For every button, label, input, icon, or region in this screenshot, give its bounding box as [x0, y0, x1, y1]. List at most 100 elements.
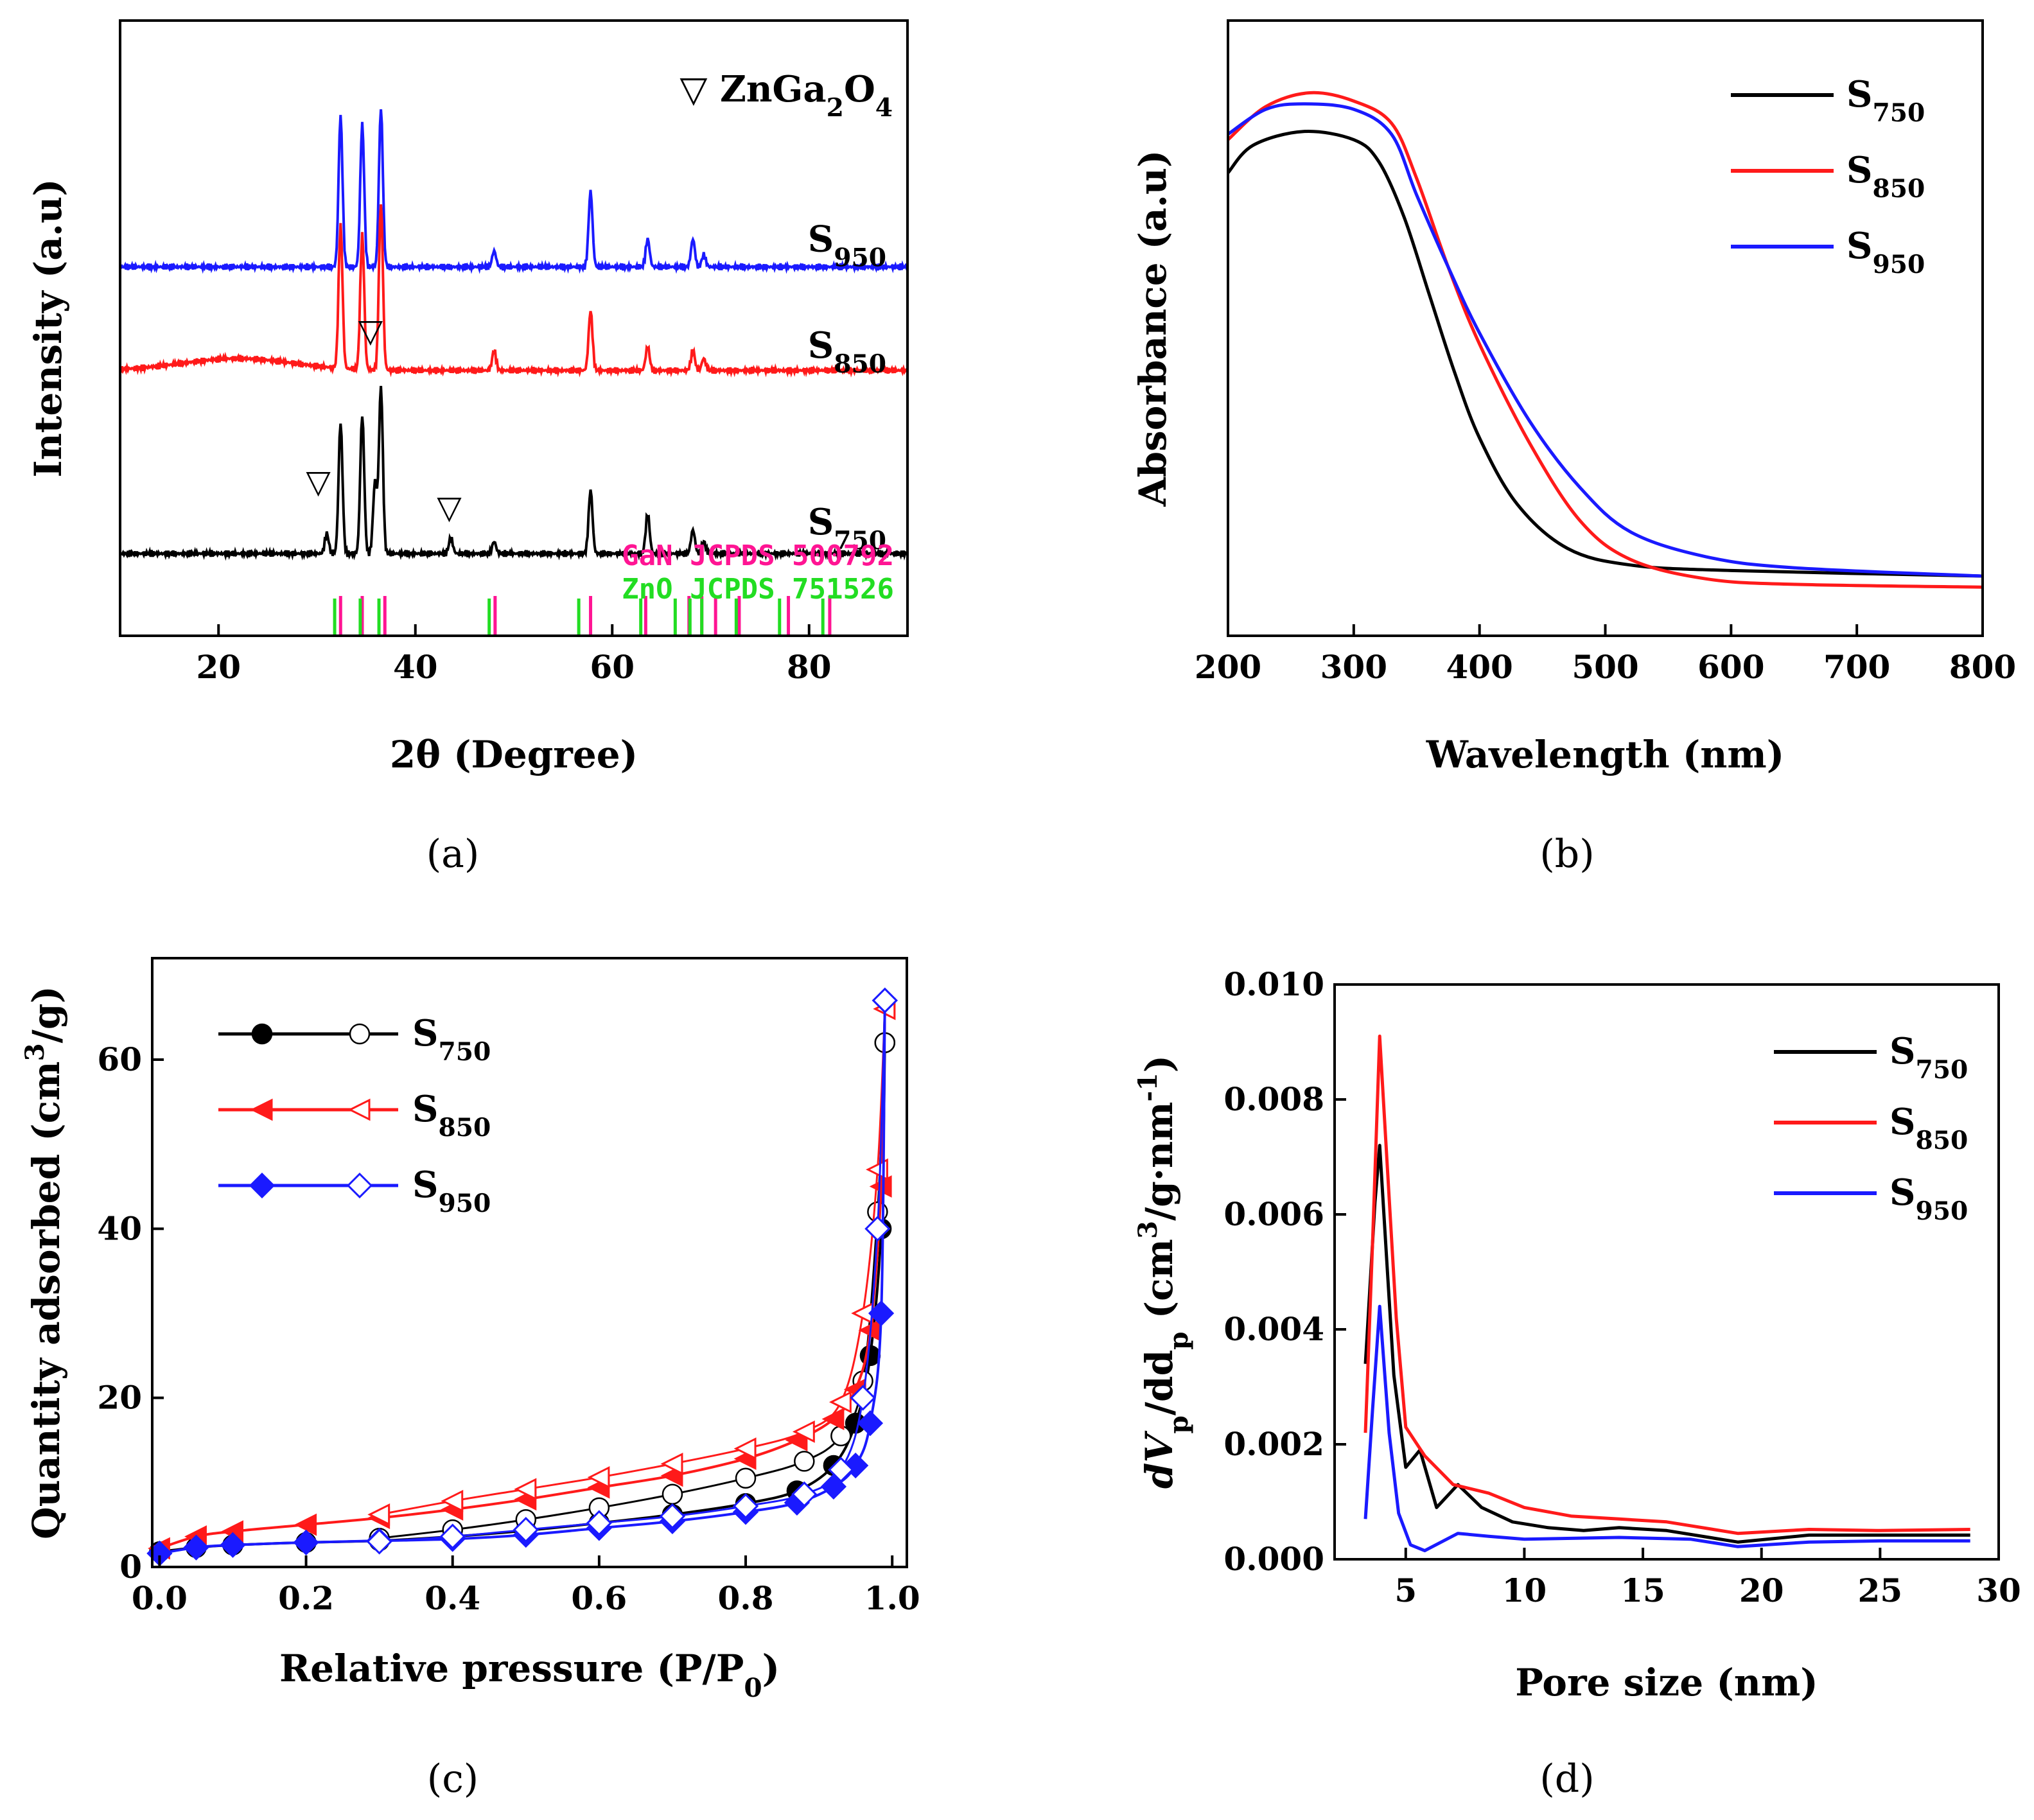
x-tick-label: 0.8: [718, 1579, 774, 1617]
reference-label: GaN JCPDS 500792: [622, 539, 894, 572]
x-tick-label: 0.0: [132, 1579, 188, 1617]
y-tick-label: 0.004: [1223, 1310, 1324, 1348]
x-tick-label: 600: [1697, 648, 1764, 686]
legend-label: S750: [412, 1012, 491, 1067]
data-point: [251, 1023, 273, 1045]
y-axis-title: Absorbance (a.u): [1131, 150, 1175, 507]
x-tick-label: 10: [1502, 1571, 1547, 1609]
y-tick-label: 20: [97, 1379, 142, 1417]
panel-b-absorbance: S750 S850 S950 200 300 400 500 600 700 800 Wavelen…: [1131, 19, 2016, 877]
data-point: [250, 1098, 273, 1121]
x-tick-label: 15: [1620, 1571, 1665, 1609]
x-tick-label: 300: [1320, 648, 1387, 686]
znga2o4-marker: ▽: [358, 311, 383, 349]
adsorption-line: [159, 1008, 886, 1550]
y-tick-label: 0.008: [1223, 1080, 1324, 1118]
data-point: [294, 1513, 317, 1536]
data-point: [293, 1529, 319, 1555]
data-point: [220, 1532, 246, 1558]
series-label: S950: [808, 218, 886, 273]
x-tick-label: 30: [1976, 1571, 2021, 1609]
data-point: [367, 1503, 390, 1526]
data-point: [586, 1510, 612, 1536]
x-tick-label: 60: [590, 648, 635, 686]
data-point: [439, 1523, 466, 1550]
panel-label: (d): [1539, 1756, 1594, 1801]
x-tick-label: 0.4: [425, 1579, 480, 1617]
x-tick-label: 700: [1823, 648, 1890, 686]
x-tick-label: 80: [787, 648, 832, 686]
data-point: [830, 1425, 852, 1447]
data-point: [659, 1503, 686, 1530]
y-tick-label: 60: [97, 1040, 142, 1078]
panel-label: (a): [426, 832, 480, 877]
legend-label: S950: [1889, 1171, 1968, 1226]
pore-distribution-line: [1363, 1144, 1970, 1544]
desorption-line: [379, 1008, 886, 1516]
y-tick-label: 40: [97, 1209, 142, 1247]
y-tick-label: 0.002: [1223, 1425, 1324, 1463]
plot-frame: [119, 19, 909, 637]
y-tick-label: 0: [119, 1548, 142, 1586]
y-axis-title: Intensity (a.u): [26, 179, 70, 477]
data-point: [660, 1452, 683, 1475]
x-tick-label: 1.0: [864, 1579, 920, 1617]
x-axis-title: Wavelength (nm): [1426, 733, 1785, 776]
data-point: [347, 1098, 371, 1121]
xrd-series-line: [119, 204, 909, 378]
data-point: [346, 1172, 373, 1199]
reference-label: ZnO JCPDS 751526: [622, 573, 894, 606]
series-label: S750: [808, 501, 886, 556]
data-point: [735, 1467, 757, 1489]
data-point: [857, 1410, 884, 1437]
legend-label: S750: [1889, 1030, 1968, 1085]
legend-label: S850: [412, 1088, 491, 1142]
x-axis-title: Pore size (nm): [1515, 1661, 1818, 1704]
data-point: [366, 1528, 392, 1555]
absorbance-line: [1227, 91, 1983, 589]
legend-label: S950: [412, 1164, 491, 1218]
x-tick-label: 25: [1858, 1571, 1903, 1609]
znga2o4-marker: ▽: [306, 462, 331, 500]
panel-a-xrd: S950 S850 S750 ▽ ZnGa2O4 ▽ ▽ ▽ GaN JCPDS 500792…: [26, 19, 909, 877]
x-tick-label: 500: [1572, 648, 1638, 686]
data-point: [662, 1483, 683, 1505]
y-axis-title: dVp/ddp (cm3/g·nm-1): [1132, 1055, 1194, 1489]
data-point: [349, 1023, 371, 1045]
data-point: [864, 1216, 891, 1242]
adsorption-line: [159, 1042, 886, 1553]
data-point: [850, 1385, 876, 1411]
legend-label: S850: [1889, 1101, 1968, 1155]
x-tick-label: 200: [1195, 648, 1261, 686]
x-tick-label: 0.6: [571, 1579, 627, 1617]
data-point: [794, 1451, 815, 1472]
pore-distribution-line: [1363, 1304, 1970, 1553]
x-tick-label: 40: [393, 648, 438, 686]
data-point: [587, 1466, 610, 1489]
data-point: [249, 1172, 276, 1199]
data-point: [183, 1534, 209, 1561]
x-tick-label: 400: [1446, 648, 1512, 686]
panel-c-isotherms: S750 S850 S950 0.0 0.2 0.4 0.6 0.8 1.0 0 20 40 60 Rel…: [19, 957, 920, 1801]
data-point: [868, 1300, 895, 1327]
x-tick-label: 20: [1739, 1571, 1784, 1609]
xrd-series-line: [119, 385, 909, 561]
data-point: [829, 1390, 852, 1413]
desorption-line: [379, 1042, 886, 1539]
data-point: [869, 1175, 892, 1198]
x-tick-label: 0.2: [278, 1579, 334, 1617]
data-point: [733, 1437, 757, 1460]
x-axis-title: 2θ (Degree): [390, 733, 638, 776]
data-point: [791, 1481, 818, 1507]
plot-frame: [1333, 983, 2000, 1561]
data-point: [872, 987, 898, 1013]
data-point: [821, 1408, 845, 1431]
absorbance-line: [1227, 102, 1983, 578]
legend-label: S850: [1846, 149, 1925, 204]
y-tick-label: 0.010: [1223, 965, 1324, 1003]
data-point: [513, 1516, 539, 1543]
absorbance-line: [1227, 130, 1983, 578]
series-label: S850: [808, 324, 886, 379]
panel-label: (b): [1539, 832, 1594, 877]
